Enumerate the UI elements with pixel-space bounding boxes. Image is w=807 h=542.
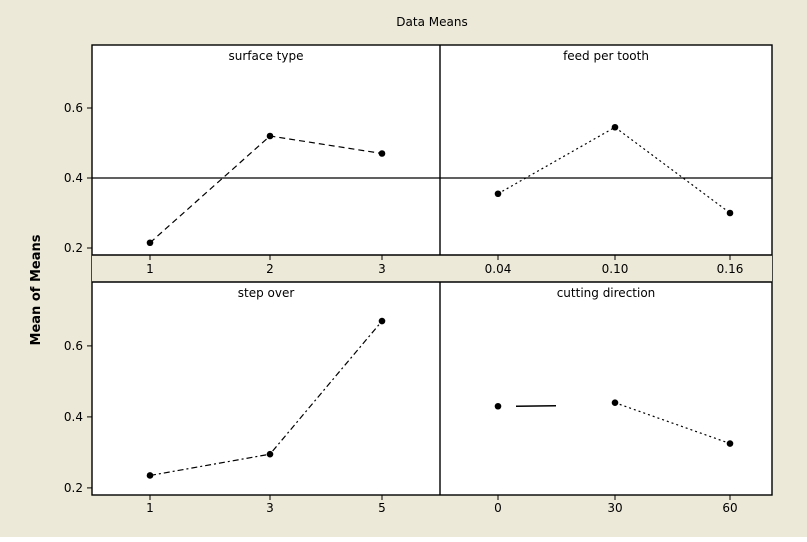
x-tick-label: 60 xyxy=(722,501,737,515)
row-gap-band xyxy=(92,255,772,282)
chart-title: Data Means xyxy=(396,15,467,29)
data-point xyxy=(378,317,386,325)
data-point xyxy=(611,399,619,407)
panel-surface-type: surface type 1 2 3 xyxy=(146,49,386,276)
panel-title: surface type xyxy=(229,49,304,63)
data-point xyxy=(726,209,734,217)
y-tick-label: 0.4 xyxy=(64,410,83,424)
panel-feed-per-tooth: feed per tooth 0.04 0.10 0.16 xyxy=(485,49,744,276)
y-tick-label: 0.2 xyxy=(64,241,83,255)
panel-title: step over xyxy=(238,286,295,300)
data-point xyxy=(378,150,386,157)
data-point xyxy=(146,239,154,247)
x-tick-label: 1 xyxy=(146,501,154,515)
data-point xyxy=(494,190,502,198)
y-tick-label: 0.4 xyxy=(64,171,83,185)
x-tick-label: 3 xyxy=(378,262,386,276)
series-line xyxy=(497,126,731,214)
x-tick-label: 2 xyxy=(266,262,274,276)
x-tick-label: 3 xyxy=(266,501,274,515)
panel-step-over: step over 1 3 5 xyxy=(146,286,386,515)
x-tick-label: 0.04 xyxy=(485,262,512,276)
panel-title: feed per tooth xyxy=(563,49,649,63)
y-tick-label: 0.2 xyxy=(64,481,83,495)
x-tick-label: 0 xyxy=(494,501,502,515)
y-tick-label: 0.6 xyxy=(64,339,83,353)
panel-cutting-direction: cutting direction 0 30 60 xyxy=(494,286,737,515)
data-point xyxy=(266,450,274,458)
x-tick-label: 5 xyxy=(378,501,386,515)
x-tick-label: 0.16 xyxy=(717,262,744,276)
x-tick-label: 1 xyxy=(146,262,154,276)
data-point xyxy=(146,472,154,479)
data-point xyxy=(726,440,734,447)
panels-layer: 0.2 0.4 0.6 0.2 0.4 0.6 surface type 1 2 3 feed pe… xyxy=(64,45,772,515)
data-point xyxy=(266,132,274,140)
y-axis-label: Mean of Means xyxy=(29,234,44,345)
x-tick-label: 30 xyxy=(607,501,622,515)
series-line xyxy=(614,402,731,445)
x-tick-label: 0.10 xyxy=(602,262,629,276)
series-line-segment xyxy=(515,405,557,407)
y-tick-label: 0.6 xyxy=(64,101,83,115)
panel-title: cutting direction xyxy=(557,286,656,300)
data-point xyxy=(611,123,619,131)
data-point xyxy=(494,402,502,410)
